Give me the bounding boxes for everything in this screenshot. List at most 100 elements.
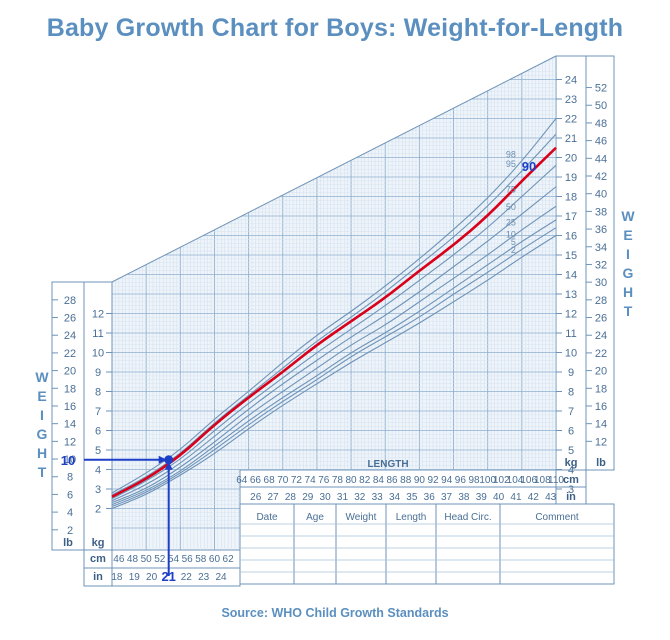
in-tick-lower: 19	[129, 572, 141, 583]
weight-letter-right: W	[621, 208, 635, 224]
cm-tick-lower: 58	[195, 554, 207, 565]
cm-tick-upper: 78	[332, 475, 344, 486]
kg-tick-right: 7	[568, 406, 574, 418]
in-tick-lower: 24	[215, 572, 227, 583]
kg-tick-right: 16	[565, 231, 577, 243]
cm-tick-upper: 110	[548, 475, 564, 486]
cm-tick-upper: 82	[359, 475, 371, 486]
weight-letter-right: E	[623, 227, 632, 243]
cm-tick-upper: 64	[236, 475, 248, 486]
percentile-label: 75	[506, 185, 516, 195]
right-lb-scale-box	[585, 55, 615, 471]
lb-tick-right: 18	[595, 383, 607, 395]
in-tick-upper: 30	[320, 492, 332, 503]
lb-tick-right: 36	[595, 224, 607, 236]
percentile-label: 95	[506, 159, 516, 169]
in-tick-lower: 22	[181, 572, 193, 583]
kg-tick-left: 5	[95, 445, 101, 457]
weight-letter-left: G	[37, 426, 48, 442]
kg-tick-right: 13	[565, 289, 577, 301]
in-tick-upper: 38	[458, 492, 470, 503]
lb-tick-right: 40	[595, 189, 607, 201]
weight-letter-right: H	[623, 284, 633, 300]
table-header: Date	[256, 512, 278, 523]
lb-tick-left: 26	[64, 313, 76, 325]
table-header: Comment	[535, 512, 579, 523]
in-tick-upper: 34	[389, 492, 401, 503]
kg-tick-left: 9	[95, 367, 101, 379]
weight-letter-left: I	[40, 407, 44, 423]
lb-tick-right: 16	[595, 401, 607, 413]
weight-letter-left: E	[37, 388, 46, 404]
lb-tick-right: 32	[595, 259, 607, 271]
kg-tick-right: 3	[568, 484, 574, 496]
percentile-curve-10	[111, 219, 557, 506]
chart-annotation: 10 21 90	[61, 159, 536, 584]
percentile-label: 10	[506, 229, 516, 239]
table-header: Length	[396, 512, 427, 523]
in-tick-upper: 32	[354, 492, 366, 503]
kg-tick-right: 15	[565, 250, 577, 262]
kg-tick-left: 12	[92, 309, 104, 321]
percentile-curve-5	[111, 227, 557, 508]
length-axis-title: LENGTH	[367, 459, 408, 470]
percentile-curve-25	[111, 205, 557, 504]
lb-tick-left: 16	[64, 401, 76, 413]
lb-tick-right: 26	[595, 313, 607, 325]
in-tick-upper: 26	[250, 492, 262, 503]
kg-tick-left: 11	[92, 328, 103, 340]
cm-tick-lower: 50	[141, 554, 153, 565]
cm-tick-upper: 90	[414, 475, 426, 486]
lb-tick-left: 2	[67, 525, 73, 537]
percentile-label: 98	[506, 149, 516, 159]
unit-kg-left: kg	[92, 537, 105, 549]
length-guide-arrow	[164, 461, 173, 470]
percentile-marker-label: 90	[522, 159, 536, 174]
cm-tick-upper: 66	[250, 475, 262, 486]
cm-tick-upper: 76	[318, 475, 330, 486]
lb-tick-left: 24	[64, 330, 76, 342]
unit-cm-lower: cm	[90, 553, 106, 565]
lb-tick-left: 4	[67, 507, 73, 519]
cm-tick-upper: 70	[277, 475, 289, 486]
length-marker-label: 21	[161, 569, 175, 584]
percentile-label: 5	[511, 237, 516, 247]
cm-tick-upper: 74	[305, 475, 317, 486]
lb-tick-left: 8	[67, 472, 73, 484]
cm-tick-upper: 96	[455, 475, 467, 486]
cm-tick-upper: 104	[507, 475, 524, 486]
cm-tick-lower: 60	[209, 554, 221, 565]
cm-tick-upper: 108	[534, 475, 551, 486]
percentile-curve-2	[111, 235, 557, 510]
lb-tick-right: 14	[595, 419, 607, 431]
lb-tick-right: 46	[595, 136, 607, 148]
kg-tick-right: 11	[565, 328, 576, 340]
percentile-curve-50	[111, 186, 557, 502]
cm-tick-lower: 46	[113, 554, 125, 565]
lb-tick-left: 12	[64, 436, 76, 448]
lb-tick-right: 12	[595, 436, 607, 448]
cm-tick-upper: 98	[468, 475, 480, 486]
kg-tick-left: 6	[95, 426, 101, 438]
lb-tick-left: 28	[64, 295, 76, 307]
percentile-curve-75	[111, 164, 557, 500]
weight-letter-left: H	[37, 445, 47, 461]
unit-lb-left: lb	[63, 537, 73, 549]
cm-tick-upper: 86	[386, 475, 398, 486]
cm-tick-upper: 72	[291, 475, 303, 486]
lb-tick-right: 30	[595, 277, 607, 289]
percentile-curve-95	[111, 133, 557, 496]
kg-tick-right: 22	[565, 114, 577, 126]
lb-tick-left: 18	[64, 383, 76, 395]
measurement-point	[164, 455, 174, 465]
table-header: Head Circ.	[444, 512, 491, 523]
percentile-label: 2	[511, 245, 516, 255]
in-tick-upper: 27	[268, 492, 280, 503]
percentile-curve-98	[111, 118, 557, 494]
kg-tick-right: 6	[568, 426, 574, 438]
kg-tick-right: 8	[568, 387, 574, 399]
kg-tick-right: 9	[568, 367, 574, 379]
cm-tick-lower: 54	[168, 554, 180, 565]
cm-tick-lower: 48	[127, 554, 139, 565]
